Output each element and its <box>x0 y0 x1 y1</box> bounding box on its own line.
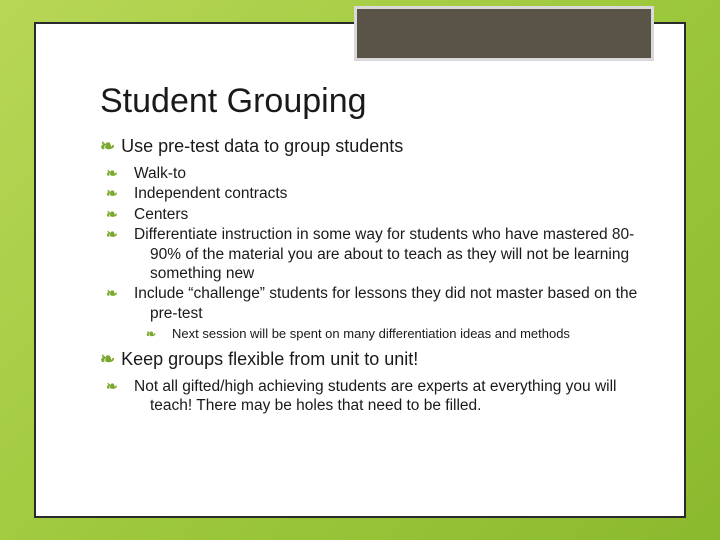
bullet-text: Keep groups flexible from unit to unit! <box>121 349 418 369</box>
slide-frame: Student Grouping ❧ Use pre-test data to g… <box>34 22 686 518</box>
bullet-text: Use pre-test data to group students <box>121 136 403 156</box>
bullet-text: Independent contracts <box>134 185 287 202</box>
bullet-level3: ❧Next session will be spent on many diff… <box>166 326 644 342</box>
bullet-text: Walk-to <box>134 165 186 182</box>
bullet-icon: ❧ <box>100 348 115 371</box>
sub-sublist: ❧Next session will be spent on many diff… <box>128 326 644 342</box>
bullet-text: Next session will be spent on many diffe… <box>172 326 570 341</box>
bullet-level2: ❧Differentiate instruction in some way f… <box>128 225 644 283</box>
header-decorative-box <box>354 6 654 61</box>
bullet-level1: ❧ Use pre-test data to group students <box>100 135 644 158</box>
bullet-level2: ❧Include “challenge” students for lesson… <box>128 284 644 323</box>
bullet-text: Include “challenge” students for lessons… <box>134 285 637 322</box>
sublist: ❧Walk-to ❧Independent contracts ❧Centers… <box>100 164 644 343</box>
bullet-icon: ❧ <box>100 135 115 158</box>
sublist: ❧Not all gifted/high achieving students … <box>100 377 644 416</box>
bullet-level1: ❧ Keep groups flexible from unit to unit! <box>100 348 644 371</box>
bullet-text: Differentiate instruction in some way fo… <box>134 226 634 282</box>
bullet-level2: ❧Not all gifted/high achieving students … <box>128 377 644 416</box>
bullet-text: Not all gifted/high achieving students a… <box>134 378 617 415</box>
bullet-level2: ❧Walk-to <box>128 164 644 184</box>
slide-title: Student Grouping <box>100 82 644 121</box>
bullet-level2: ❧Independent contracts <box>128 184 644 204</box>
slide-content: Student Grouping ❧ Use pre-test data to g… <box>36 24 684 416</box>
bullet-level2: ❧Centers <box>128 205 644 225</box>
bullet-text: Centers <box>134 206 188 223</box>
